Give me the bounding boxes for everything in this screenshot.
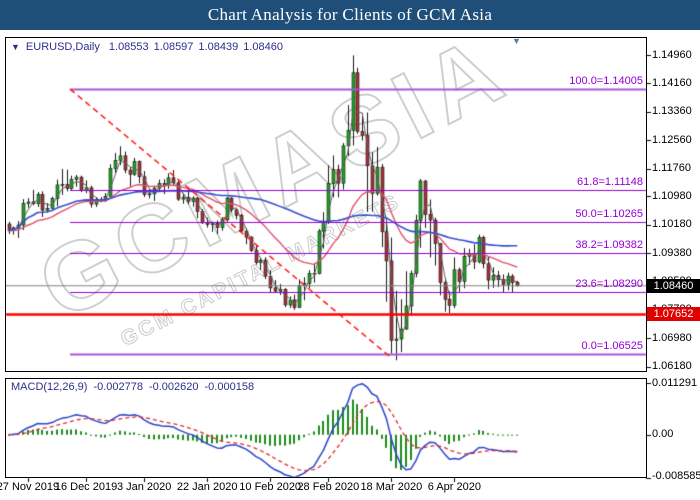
macd-label: MACD(12,26,9) — [11, 381, 88, 393]
fib-level-label: 61.8=1.11148 — [577, 176, 643, 189]
symbol-label: EURUSD,Daily — [25, 41, 100, 53]
fib-level-label: 100.0=1.14005 — [569, 74, 643, 87]
price-axis-label: 1.10180 — [652, 218, 692, 231]
price-axis-label: 1.10980 — [652, 189, 692, 202]
macd-main-value: -0.002778 — [93, 381, 143, 393]
fib-level-label: 50.0=1.10265 — [575, 207, 643, 220]
alert-price-badge: 1.07652 — [647, 307, 700, 322]
macd-axis-label: 0.00 — [652, 428, 674, 441]
price-axis-label: 1.11760 — [652, 162, 691, 175]
fib-level-label: 0.0=1.06525 — [581, 340, 643, 353]
close-value: 1.08460 — [243, 41, 283, 53]
macd-axis-label: -0.008585 — [652, 469, 700, 482]
latest-bar-marker-icon: ▼ — [512, 36, 521, 46]
fib-level-label: 23.6=1.08290 — [575, 277, 643, 290]
symbol-dropdown-icon: ▼ — [11, 42, 20, 52]
title-bar: Chart Analysis for Clients of GCM Asia — [0, 0, 700, 30]
chart-header: ▼ EURUSD,Daily 1.08553 1.08597 1.08439 1.0846… — [11, 41, 288, 53]
price-axis-label: 1.06980 — [652, 331, 692, 344]
macd-hist-value: -0.000158 — [204, 381, 255, 393]
macd-header: MACD(12,26,9) -0.002778 -0.002620 -0.000158 — [11, 381, 260, 393]
open-value: 1.08553 — [108, 41, 149, 53]
macd-axis-label: 0.011291 — [652, 376, 698, 389]
current-price-badge: 1.08460 — [647, 278, 700, 293]
price-axis-label: 1.12560 — [652, 133, 692, 146]
page-title: Chart Analysis for Clients of GCM Asia — [207, 5, 493, 24]
date-axis-label: 3 Jan 2020 — [116, 481, 172, 493]
date-axis-label: 27 Nov 2019 — [0, 481, 60, 493]
macd-signal-value: -0.002620 — [148, 381, 199, 393]
price-axis-label: 1.14160 — [652, 76, 692, 89]
price-axis-label: 1.09380 — [652, 246, 692, 259]
date-axis-label: 18 Mar 2020 — [360, 481, 423, 493]
price-axis-label: 1.14960 — [652, 48, 692, 61]
high-value: 1.08597 — [153, 41, 194, 53]
date-axis-label: 28 Feb 2020 — [297, 481, 360, 493]
low-value: 1.08439 — [198, 41, 239, 53]
date-axis-label: 22 Jan 2020 — [176, 481, 238, 493]
date-axis-label: 6 Apr 2020 — [427, 481, 481, 493]
price-axis-label: 1.13360 — [652, 105, 692, 118]
date-axis-label: 16 Dec 2019 — [54, 481, 118, 493]
date-axis-label: 10 Feb 2020 — [239, 481, 302, 493]
fib-level-label: 38.2=1.09382 — [575, 239, 643, 252]
price-axis-label: 1.06180 — [652, 360, 692, 373]
